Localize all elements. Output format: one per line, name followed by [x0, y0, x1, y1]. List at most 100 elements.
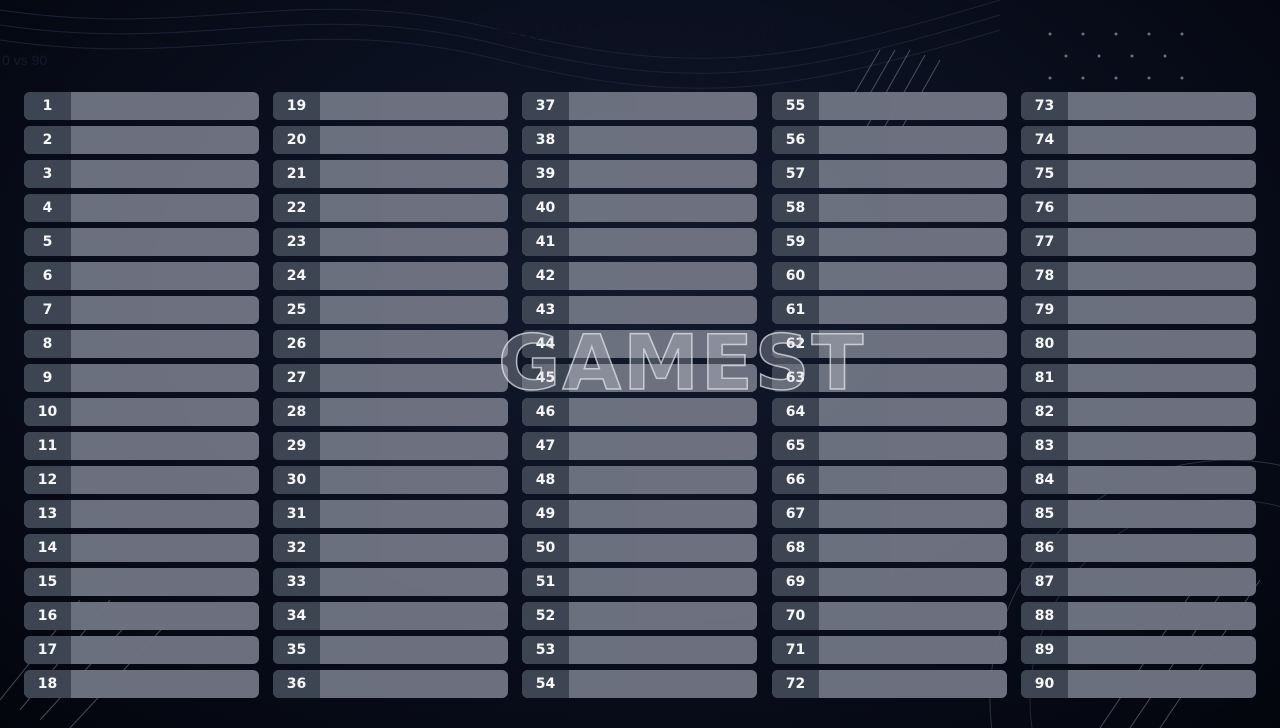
player-slot[interactable]: 7	[24, 296, 259, 324]
player-slot[interactable]: 28	[273, 398, 508, 426]
player-slot[interactable]: 13	[24, 500, 259, 528]
player-slot[interactable]: 52	[522, 602, 757, 630]
player-slot[interactable]: 78	[1021, 262, 1256, 290]
slot-number: 44	[522, 330, 569, 358]
player-slot[interactable]: 39	[522, 160, 757, 188]
player-slot[interactable]: 22	[273, 194, 508, 222]
player-slot[interactable]: 86	[1021, 534, 1256, 562]
player-slot[interactable]: 24	[273, 262, 508, 290]
player-slot[interactable]: 41	[522, 228, 757, 256]
player-slot[interactable]: 5	[24, 228, 259, 256]
player-slot[interactable]: 27	[273, 364, 508, 392]
player-slot[interactable]: 63	[772, 364, 1007, 392]
player-slot[interactable]: 73	[1021, 92, 1256, 120]
player-slot[interactable]: 83	[1021, 432, 1256, 460]
player-slot[interactable]: 82	[1021, 398, 1256, 426]
player-slot[interactable]: 20	[273, 126, 508, 154]
player-slot[interactable]: 1	[24, 92, 259, 120]
player-slot[interactable]: 9	[24, 364, 259, 392]
player-slot[interactable]: 85	[1021, 500, 1256, 528]
player-slot[interactable]: 16	[24, 602, 259, 630]
player-slot[interactable]: 23	[273, 228, 508, 256]
player-slot[interactable]: 56	[772, 126, 1007, 154]
player-slot[interactable]: 37	[522, 92, 757, 120]
player-slot[interactable]: 19	[273, 92, 508, 120]
player-slot[interactable]: 74	[1021, 126, 1256, 154]
player-slot[interactable]: 67	[772, 500, 1007, 528]
player-slot[interactable]: 29	[273, 432, 508, 460]
player-slot[interactable]: 38	[522, 126, 757, 154]
player-slot[interactable]: 81	[1021, 364, 1256, 392]
player-slot[interactable]: 60	[772, 262, 1007, 290]
player-slot[interactable]: 32	[273, 534, 508, 562]
player-slot[interactable]: 75	[1021, 160, 1256, 188]
player-slot[interactable]: 89	[1021, 636, 1256, 664]
player-slot[interactable]: 76	[1021, 194, 1256, 222]
player-slot[interactable]: 4	[24, 194, 259, 222]
player-slot[interactable]: 62	[772, 330, 1007, 358]
player-slot[interactable]: 15	[24, 568, 259, 596]
player-slot[interactable]: 66	[772, 466, 1007, 494]
slot-name-field	[819, 670, 1007, 698]
slot-name-field	[569, 670, 757, 698]
player-slot[interactable]: 64	[772, 398, 1007, 426]
player-slot[interactable]: 61	[772, 296, 1007, 324]
player-slot[interactable]: 45	[522, 364, 757, 392]
player-slot[interactable]: 70	[772, 602, 1007, 630]
player-slot[interactable]: 10	[24, 398, 259, 426]
player-slot[interactable]: 55	[772, 92, 1007, 120]
player-slot[interactable]: 71	[772, 636, 1007, 664]
player-slot[interactable]: 48	[522, 466, 757, 494]
slot-name-field	[819, 568, 1007, 596]
player-slot[interactable]: 40	[522, 194, 757, 222]
player-slot[interactable]: 80	[1021, 330, 1256, 358]
slot-column: 19 20 21 22 23 24 25 26 27 28 29 30 31 32 33 34 35 36	[273, 92, 508, 704]
player-slot[interactable]: 42	[522, 262, 757, 290]
player-slot[interactable]: 68	[772, 534, 1007, 562]
player-slot[interactable]: 59	[772, 228, 1007, 256]
player-slot[interactable]: 14	[24, 534, 259, 562]
player-slot[interactable]: 21	[273, 160, 508, 188]
slot-name-field	[320, 670, 508, 698]
player-slot[interactable]: 88	[1021, 602, 1256, 630]
player-slot[interactable]: 11	[24, 432, 259, 460]
player-slot[interactable]: 12	[24, 466, 259, 494]
player-slot[interactable]: 79	[1021, 296, 1256, 324]
slot-name-field	[819, 500, 1007, 528]
player-slot[interactable]: 47	[522, 432, 757, 460]
player-slot[interactable]: 26	[273, 330, 508, 358]
player-slot[interactable]: 72	[772, 670, 1007, 698]
player-slot[interactable]: 8	[24, 330, 259, 358]
player-slot[interactable]: 35	[273, 636, 508, 664]
player-slot[interactable]: 18	[24, 670, 259, 698]
player-slot[interactable]: 43	[522, 296, 757, 324]
player-slot[interactable]: 57	[772, 160, 1007, 188]
player-slot[interactable]: 44	[522, 330, 757, 358]
player-slot[interactable]: 30	[273, 466, 508, 494]
player-slot[interactable]: 84	[1021, 466, 1256, 494]
player-slot[interactable]: 49	[522, 500, 757, 528]
player-slot[interactable]: 34	[273, 602, 508, 630]
player-slot[interactable]: 3	[24, 160, 259, 188]
player-slot[interactable]: 25	[273, 296, 508, 324]
player-slot[interactable]: 90	[1021, 670, 1256, 698]
player-slot[interactable]: 58	[772, 194, 1007, 222]
slot-name-field	[71, 364, 259, 392]
player-slot[interactable]: 33	[273, 568, 508, 596]
player-slot[interactable]: 65	[772, 432, 1007, 460]
player-slot[interactable]: 69	[772, 568, 1007, 596]
player-slot[interactable]: 46	[522, 398, 757, 426]
player-slot[interactable]: 36	[273, 670, 508, 698]
player-slot[interactable]: 17	[24, 636, 259, 664]
player-slot[interactable]: 87	[1021, 568, 1256, 596]
player-slot[interactable]: 77	[1021, 228, 1256, 256]
player-slot[interactable]: 31	[273, 500, 508, 528]
player-slot[interactable]: 2	[24, 126, 259, 154]
slot-name-field	[819, 92, 1007, 120]
player-slot[interactable]: 53	[522, 636, 757, 664]
player-slot[interactable]: 6	[24, 262, 259, 290]
player-slot[interactable]: 54	[522, 670, 757, 698]
player-slot[interactable]: 51	[522, 568, 757, 596]
slot-number: 56	[772, 126, 819, 154]
player-slot[interactable]: 50	[522, 534, 757, 562]
